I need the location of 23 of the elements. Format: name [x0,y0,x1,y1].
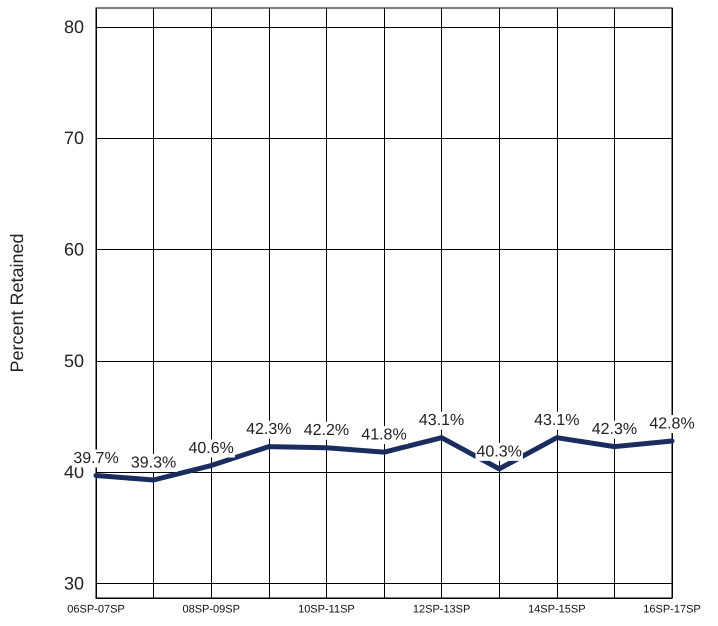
x-tick-label: 10SP-11SP [298,604,355,616]
x-tick-label: 08SP-09SP [182,604,240,616]
x-tick-label: 16SP-17SP [643,604,701,616]
y-tick-label: 80 [64,16,84,37]
data-label: 42.2% [304,422,350,440]
data-label: 42.3% [592,421,638,438]
y-tick-label: 60 [64,240,84,260]
data-label: 40.3% [476,443,522,460]
y-tick-label: 30 [64,574,84,594]
data-label: 39.3% [130,454,176,472]
data-label: 41.8% [361,426,407,444]
data-label: 43.1% [418,412,464,430]
x-tick-label: 06SP-07SP [67,604,125,616]
y-axis-title: Percent Retained [7,233,27,373]
y-tick-label: 50 [64,350,84,371]
data-label: 42.8% [649,416,695,433]
data-label: 40.6% [188,440,234,458]
data-label: 43.1% [534,412,580,430]
data-label: 42.3% [246,421,292,438]
x-tick-label: 14SP-15SP [528,604,586,616]
x-tick-label: 12SP-13SP [412,604,470,616]
y-tick-label: 70 [64,128,84,148]
data-label: 39.7% [73,450,119,468]
